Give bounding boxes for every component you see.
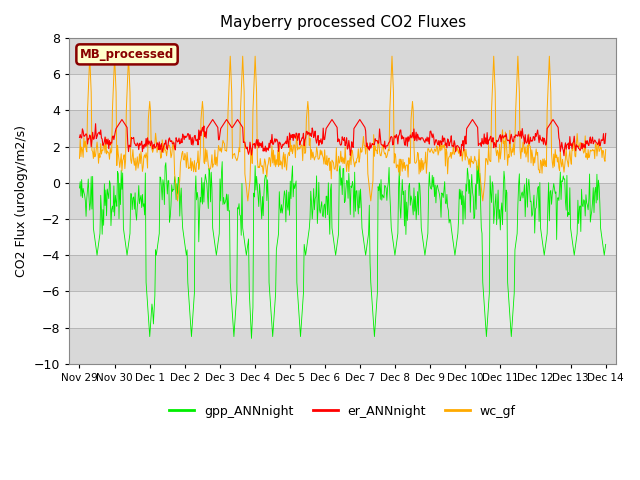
Bar — [69, 327, 616, 364]
Y-axis label: CO2 Flux (urology/m2/s): CO2 Flux (urology/m2/s) — [15, 125, 28, 277]
Bar — [69, 147, 616, 183]
Bar — [69, 74, 616, 110]
Bar — [69, 255, 616, 291]
Bar — [69, 219, 616, 255]
Legend: gpp_ANNnight, er_ANNnight, wc_gf: gpp_ANNnight, er_ANNnight, wc_gf — [164, 400, 521, 422]
Bar — [69, 110, 616, 147]
Bar — [69, 183, 616, 219]
Title: Mayberry processed CO2 Fluxes: Mayberry processed CO2 Fluxes — [220, 15, 466, 30]
Text: MB_processed: MB_processed — [80, 48, 174, 61]
Bar — [69, 38, 616, 74]
Bar — [69, 291, 616, 327]
